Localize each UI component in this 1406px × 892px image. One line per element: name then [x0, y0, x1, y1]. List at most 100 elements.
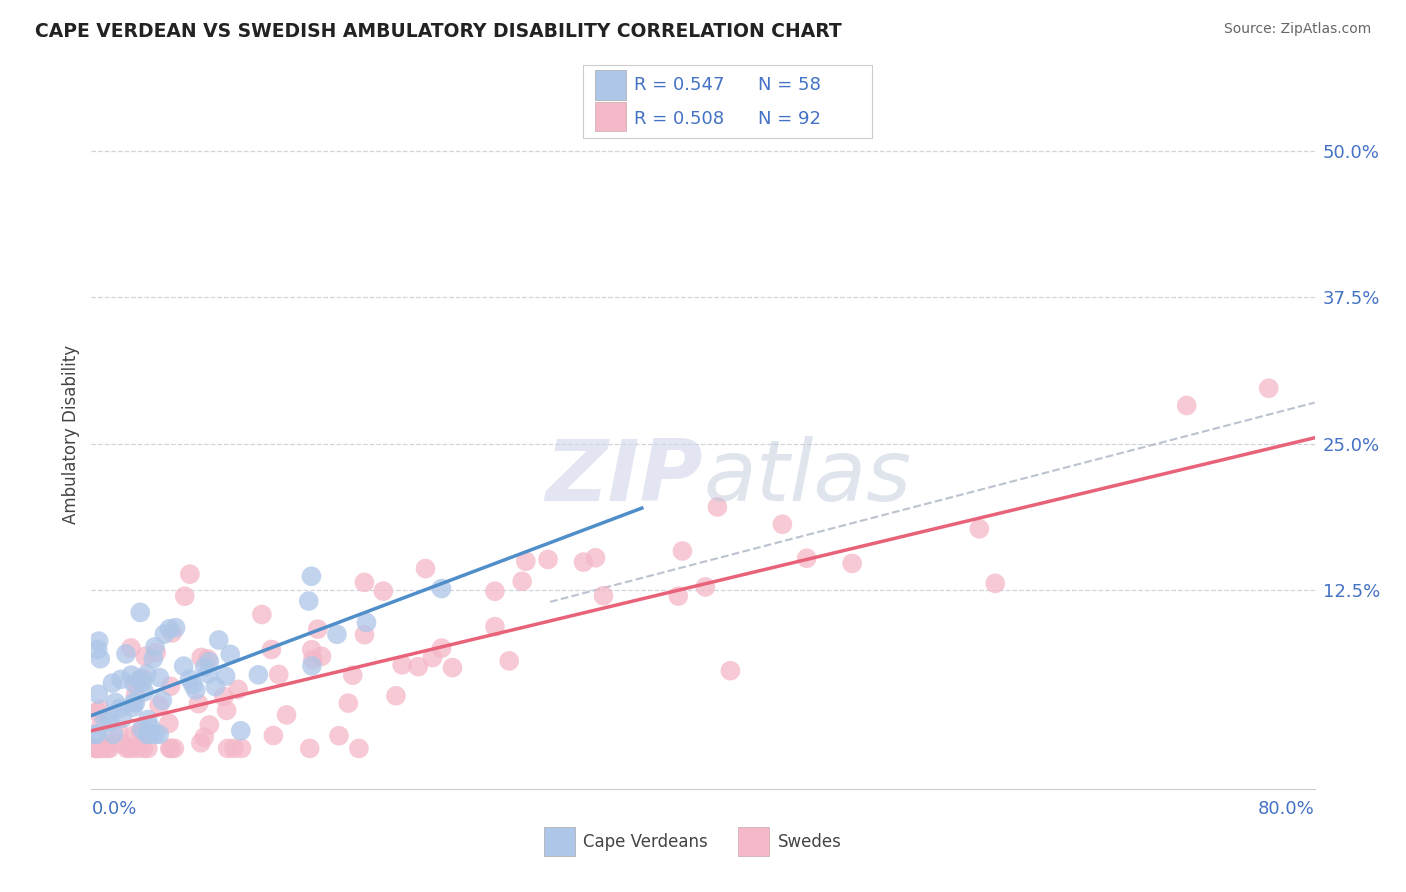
Point	[96, 741, 118, 756]
Point	[93, 712, 115, 726]
Point	[484, 619, 506, 633]
Point	[190, 736, 212, 750]
Point	[190, 650, 212, 665]
Point	[165, 621, 187, 635]
Point	[187, 697, 209, 711]
Point	[194, 660, 217, 674]
Point	[342, 668, 364, 682]
Point	[373, 584, 395, 599]
Point	[406, 659, 429, 673]
Point	[122, 695, 145, 709]
Point	[841, 557, 863, 571]
Point	[184, 683, 207, 698]
Point	[231, 741, 253, 756]
Point	[139, 721, 162, 735]
Point	[87, 687, 110, 701]
Point	[104, 695, 127, 709]
Point	[153, 627, 176, 641]
Point	[585, 550, 607, 565]
Text: ZIP: ZIP	[546, 436, 703, 519]
Point	[101, 676, 124, 690]
Point	[125, 677, 148, 691]
Point	[120, 640, 142, 655]
Point	[179, 672, 201, 686]
Point	[347, 741, 370, 756]
Text: Swedes: Swedes	[778, 833, 841, 851]
Point	[124, 696, 146, 710]
Text: atlas: atlas	[703, 436, 911, 519]
Point	[356, 615, 378, 630]
Point	[385, 689, 408, 703]
Text: R = 0.547: R = 0.547	[634, 76, 724, 94]
Point	[260, 642, 283, 657]
Point	[84, 727, 107, 741]
Point	[229, 723, 252, 738]
Point	[298, 741, 321, 756]
Point	[129, 672, 152, 686]
Point	[250, 607, 273, 622]
Point	[391, 657, 413, 672]
Point	[86, 705, 108, 719]
Point	[1175, 399, 1198, 413]
Point	[498, 654, 520, 668]
Text: N = 58: N = 58	[758, 76, 821, 94]
Point	[122, 728, 145, 742]
Point	[226, 682, 249, 697]
Text: R = 0.508: R = 0.508	[634, 110, 724, 128]
Point	[422, 650, 444, 665]
Point	[103, 727, 125, 741]
Point	[134, 649, 156, 664]
Point	[89, 702, 111, 716]
Text: N = 92: N = 92	[758, 110, 821, 128]
Point	[135, 727, 157, 741]
Point	[299, 569, 322, 583]
Point	[96, 737, 118, 751]
Point	[98, 741, 121, 756]
Point	[267, 667, 290, 681]
Point	[510, 574, 533, 589]
Point	[592, 589, 614, 603]
Point	[666, 589, 689, 603]
Point	[135, 667, 157, 681]
Point	[212, 690, 235, 704]
Point	[796, 551, 818, 566]
Point	[197, 666, 219, 681]
Point	[142, 651, 165, 665]
Point	[86, 642, 108, 657]
Point	[136, 741, 159, 756]
Point	[193, 731, 215, 745]
Point	[150, 693, 173, 707]
Text: Cape Verdeans: Cape Verdeans	[583, 833, 709, 851]
Point	[91, 741, 114, 756]
Point	[515, 554, 537, 568]
Point	[198, 718, 221, 732]
Point	[173, 589, 195, 603]
Point	[108, 725, 131, 739]
Point	[215, 703, 238, 717]
Point	[307, 622, 329, 636]
Point	[181, 677, 204, 691]
Point	[430, 582, 453, 596]
Point	[122, 700, 145, 714]
Point	[148, 671, 170, 685]
Point	[145, 646, 167, 660]
Point	[84, 727, 107, 741]
Point	[537, 552, 560, 566]
Point	[215, 669, 238, 683]
Point	[159, 679, 181, 693]
Point	[89, 651, 111, 665]
Point	[197, 652, 219, 666]
Point	[262, 729, 284, 743]
Point	[157, 622, 180, 636]
Text: 80.0%: 80.0%	[1258, 799, 1315, 817]
Point	[124, 689, 146, 703]
Point	[770, 517, 793, 532]
Point	[162, 625, 184, 640]
Point	[131, 675, 153, 690]
Point	[219, 648, 242, 662]
Point	[111, 711, 134, 725]
Point	[969, 522, 991, 536]
Text: CAPE VERDEAN VS SWEDISH AMBULATORY DISABILITY CORRELATION CHART: CAPE VERDEAN VS SWEDISH AMBULATORY DISAB…	[35, 22, 842, 41]
Point	[415, 561, 437, 575]
Point	[204, 680, 226, 694]
